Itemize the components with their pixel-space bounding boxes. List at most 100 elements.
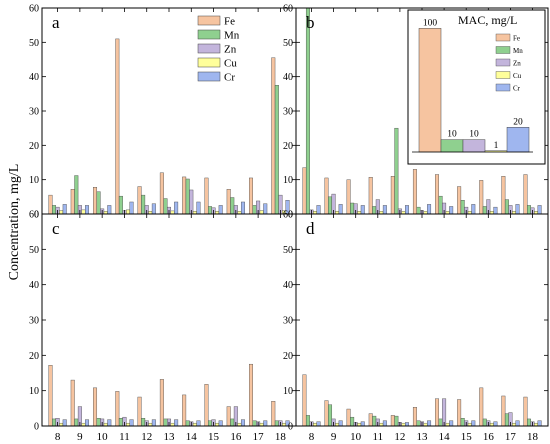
x-tick-label: 15 [461, 431, 473, 443]
bar-b-cr-10 [360, 205, 365, 215]
bar-a-mn-18 [274, 85, 279, 215]
bar-d-fe-10 [346, 408, 351, 427]
panel-frame [41, 7, 297, 215]
x-tick-label: 15 [208, 431, 220, 443]
bar-d-cr-17 [515, 420, 520, 427]
bar-a-mn-15 [208, 206, 212, 215]
bar-b-cr-9 [338, 204, 343, 215]
bar-b-fe-14 [435, 174, 440, 215]
bar-a-mn-14 [185, 178, 190, 215]
y-tick-label: 30 [283, 107, 293, 118]
bar-d-fe-9 [324, 400, 329, 427]
y-tick-label: 30 [29, 316, 39, 327]
y-tick-label: 10 [29, 386, 39, 397]
bar-d-mn-15 [460, 418, 465, 427]
bar-b-fe-15 [457, 186, 462, 215]
bar-b-mn-16 [482, 206, 487, 215]
bar-a-fe-10 [93, 187, 98, 215]
legend-swatch-mn [197, 29, 221, 40]
x-tick-label: 9 [77, 431, 83, 443]
y-tick-label: 20 [283, 351, 293, 362]
bar-b-fe-11 [368, 177, 373, 215]
bar-b-mn-14 [438, 195, 443, 215]
bar-c-cr-16 [240, 419, 245, 427]
bar-a-cr-15 [218, 205, 223, 215]
bar-c-cr-9 [85, 419, 89, 427]
bar-a-cu-9 [81, 209, 86, 215]
bar-d-fe-17 [501, 395, 506, 427]
bar-a-cu-17 [259, 210, 264, 215]
legend-label-mn: Mn [224, 30, 240, 42]
y-tick-label: 40 [29, 72, 39, 83]
legend-label-zn: Zn [224, 44, 237, 56]
x-tick-label: 8 [309, 431, 315, 443]
legend-swatch-cr [197, 71, 221, 82]
bar-c-cr-11 [129, 419, 134, 427]
y-tick-label: 50 [29, 245, 39, 256]
x-tick-label: 9 [331, 431, 337, 443]
bar-a-cr-16 [240, 201, 245, 215]
bar-b-fe-12 [390, 176, 395, 215]
y-tick-label: 60 [29, 4, 39, 15]
bar-a-fe-15 [204, 177, 209, 215]
legend-swatch-zn [197, 43, 221, 54]
bar-b-mn-12 [394, 127, 399, 215]
bar-d-fe-15 [457, 399, 462, 427]
bar-b-mn-17 [504, 199, 509, 215]
inset-title: MAC, mg/L [458, 13, 517, 27]
inset-value-label: 1 [494, 141, 499, 151]
bar-b-fe-10 [346, 179, 351, 215]
bar-c-fe-12 [137, 396, 142, 427]
bar-d-mn-12 [394, 415, 399, 427]
bar-a-mn-13 [163, 198, 168, 215]
y-tick-label: 20 [29, 141, 39, 152]
inset-bar-zn [462, 139, 486, 153]
bar-c-fe-16 [226, 406, 231, 427]
bar-a-mn-9 [74, 175, 79, 215]
inset-legend-label-mn: Mn [513, 47, 523, 55]
bar-c-mn-10 [96, 418, 101, 427]
y-tick-label: 30 [29, 107, 39, 118]
bar-b-mn-10 [350, 202, 355, 215]
bar-b-cr-14 [449, 206, 454, 215]
y-tick-label: 50 [29, 38, 39, 49]
x-tick-label: 17 [505, 431, 517, 443]
legend-swatch-fe [197, 15, 221, 26]
x-tick-label: 12 [394, 431, 405, 443]
bar-a-fe-11 [115, 38, 120, 215]
bar-d-fe-16 [479, 387, 484, 427]
bar-d-mn-17 [504, 413, 509, 427]
bar-b-cr-11 [382, 205, 387, 215]
bar-d-cr-18 [537, 420, 542, 427]
bar-c-mn-18 [274, 420, 279, 427]
x-tick-label: 13 [164, 431, 176, 443]
inset-legend-label-fe: Fe [513, 35, 520, 43]
x-tick-label: 17 [253, 431, 265, 443]
bar-a-mn-17 [252, 205, 257, 215]
inset-legend-label-zn: Zn [513, 60, 521, 68]
bar-a-fe-17 [249, 177, 253, 215]
bar-a-cu-8 [59, 210, 64, 215]
bar-b-fe-16 [479, 180, 484, 215]
inset-legend-swatch-fe [495, 33, 511, 42]
bar-b-mn-13 [416, 206, 421, 215]
bar-d-fe-8 [302, 374, 307, 427]
x-tick-label: 11 [119, 431, 130, 443]
bar-c-cr-8 [62, 419, 67, 427]
y-tick-label: 50 [283, 38, 293, 49]
bar-a-fe-9 [70, 189, 75, 215]
bar-c-mn-12 [141, 418, 146, 427]
bar-b-cr-12 [405, 205, 409, 215]
inset-value-label: 20 [513, 117, 523, 127]
panel-letter: a [52, 13, 60, 32]
inset-legend-label-cr: Cr [513, 85, 521, 93]
y-tick-label: 40 [283, 72, 293, 83]
bar-c-mn-15 [208, 420, 212, 427]
panel-letter: c [52, 219, 60, 238]
bar-c-mn-8 [52, 418, 57, 427]
bar-d-cr-16 [493, 421, 498, 427]
bar-b-fe-8 [302, 167, 307, 215]
bar-d-fe-18 [523, 396, 528, 427]
